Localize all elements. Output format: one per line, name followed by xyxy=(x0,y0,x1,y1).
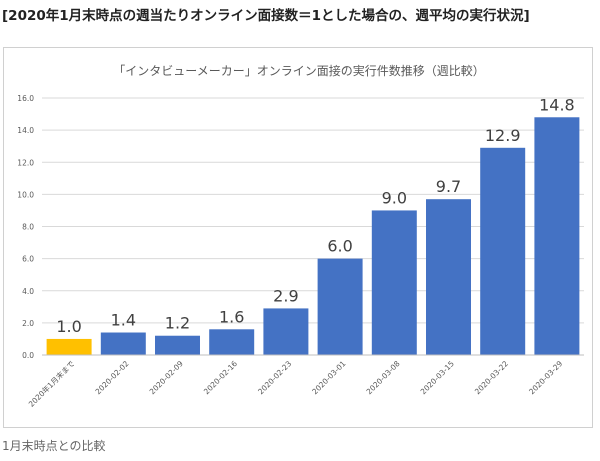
y-tick-label: 16.0 xyxy=(17,94,34,103)
chart-title: 「インタビューメーカー」オンライン面接の実行件数推移（週比較） xyxy=(113,63,485,78)
bar-9 xyxy=(534,117,580,356)
bar-5 xyxy=(317,258,363,355)
data-label-4: 2.9 xyxy=(273,286,298,305)
bar-7 xyxy=(426,199,471,355)
y-tick-label: 10.0 xyxy=(17,190,34,199)
y-axis: 0.0 2.0 4.0 6.0 8.0 10.0 12.0 14.0 16.0 xyxy=(17,94,34,360)
data-label-5: 6.0 xyxy=(327,237,352,256)
data-label-2: 1.2 xyxy=(165,314,190,333)
footnote: 1月末時点との比較 xyxy=(2,439,106,453)
y-tick-label: 2.0 xyxy=(22,319,34,328)
bar-1 xyxy=(100,332,146,355)
data-label-7: 9.7 xyxy=(436,177,461,196)
bar-2 xyxy=(155,335,200,355)
y-tick-label: 12.0 xyxy=(17,158,34,167)
y-tick-label: 0.0 xyxy=(22,351,34,360)
data-label-6: 9.0 xyxy=(382,188,407,207)
x-tick-label-7: 2020-03-15 xyxy=(419,359,456,396)
x-tick-label-5: 2020-03-01 xyxy=(310,359,347,396)
x-tick-label-0: 2020年1月末まで xyxy=(26,358,76,408)
y-tick-label: 8.0 xyxy=(22,223,34,232)
x-tick-label-8: 2020-03-22 xyxy=(473,359,510,396)
x-tick-label-1: 2020-02-02 xyxy=(94,359,131,396)
y-tick-label: 4.0 xyxy=(22,287,34,296)
data-labels: 1.0 1.4 1.2 1.6 2.9 6.0 9.0 9.7 12.9 14.8 xyxy=(56,95,574,336)
chart-frame: 「インタビューメーカー」オンライン面接の実行件数推移（週比較） 0.0 2.0 4.… xyxy=(3,47,593,428)
page-heading: [2020年1月末時点の週当たりオンライン面接数＝1とした場合の、週平均の実行状… xyxy=(2,8,530,24)
bar-0 xyxy=(46,338,92,355)
bar-6 xyxy=(371,210,417,355)
y-tick-label: 6.0 xyxy=(22,255,34,264)
y-tick-label: 14.0 xyxy=(17,126,34,135)
data-label-8: 12.9 xyxy=(485,126,521,145)
bar-chart: 「インタビューメーカー」オンライン面接の実行件数推移（週比較） 0.0 2.0 4.… xyxy=(17,63,584,409)
data-label-0: 1.0 xyxy=(56,317,81,336)
bar-8 xyxy=(480,147,526,355)
x-tick-label-9: 2020-03-29 xyxy=(527,359,564,396)
x-tick-label-3: 2020-02-16 xyxy=(202,359,239,396)
grid-lines xyxy=(42,97,584,356)
bar-4 xyxy=(263,308,309,355)
data-label-9: 14.8 xyxy=(539,95,575,114)
x-tick-label-4: 2020-02-23 xyxy=(256,359,293,396)
data-label-1: 1.4 xyxy=(111,311,136,330)
bars xyxy=(46,117,580,356)
x-tick-label-2: 2020-02-09 xyxy=(148,359,185,396)
data-label-3: 1.6 xyxy=(219,307,244,326)
x-axis: 2020年1月末まで 2020-02-02 2020-02-09 2020-02-16… xyxy=(26,354,584,409)
x-tick-label-6: 2020-03-08 xyxy=(365,359,402,396)
bar-3 xyxy=(209,329,255,355)
